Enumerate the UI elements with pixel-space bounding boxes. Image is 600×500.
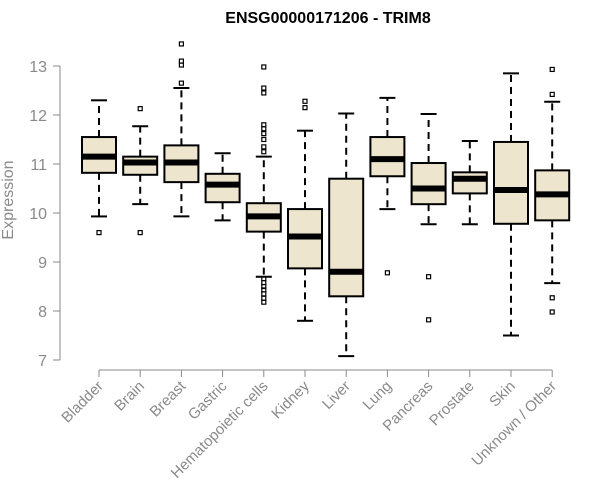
x-tick-label: Liver: [319, 378, 354, 413]
outlier-point: [426, 317, 432, 323]
y-axis: 7 8 9 10 11 12 13: [29, 59, 61, 370]
box: [410, 162, 447, 206]
outlier-point: [302, 105, 308, 111]
box: [451, 171, 488, 195]
box: [122, 155, 159, 176]
outlier-point: [261, 85, 267, 91]
outlier-point: [261, 276, 267, 282]
outlier-point: [261, 64, 267, 70]
y-axis-label: Expression: [0, 160, 17, 239]
y-tick-label: 11: [30, 157, 47, 174]
box: [204, 172, 241, 204]
x-tick-label: Lung: [360, 378, 396, 414]
outlier-point: [137, 106, 143, 112]
outlier-point: [549, 66, 555, 73]
y-tick-label: 7: [38, 353, 47, 370]
box-group: [534, 66, 571, 315]
box-group: [369, 96, 406, 276]
y-tick-label: 13: [29, 59, 47, 76]
outlier-point: [384, 270, 390, 276]
outlier-point: [261, 136, 267, 143]
outlier-point: [261, 90, 267, 96]
outlier-point: [178, 58, 184, 64]
box-group: [493, 72, 529, 337]
outlier-point: [549, 295, 555, 301]
box: [328, 177, 365, 298]
y-tick-label: 10: [29, 206, 47, 223]
box-group: [451, 139, 488, 226]
outlier-point: [261, 144, 267, 150]
x-tick-label: Kidney: [268, 377, 313, 422]
outlier-point: [426, 274, 432, 280]
outlier-point: [549, 309, 555, 315]
box-group: [81, 99, 117, 236]
box-group: [245, 64, 282, 305]
outlier-point: [261, 149, 267, 155]
x-tick-label: Brain: [111, 378, 148, 415]
outlier-point: [178, 41, 184, 47]
box-group: [122, 106, 159, 236]
x-tick-label: Breast: [147, 377, 190, 420]
y-tick-label: 8: [38, 304, 47, 321]
x-tick-label: Prostate: [426, 378, 478, 430]
y-tick-label: 9: [38, 255, 47, 272]
outlier-point: [302, 98, 308, 104]
outlier-point: [178, 80, 184, 86]
box: [493, 140, 529, 225]
box-group: [163, 41, 200, 218]
boxes: [81, 41, 571, 358]
outlier-point: [96, 230, 102, 236]
y-tick-label: 12: [29, 108, 47, 125]
outlier-point: [261, 131, 267, 137]
box-group: [287, 98, 323, 322]
x-tick-label: Skin: [486, 378, 519, 411]
outlier-point: [137, 230, 143, 236]
outlier-point: [549, 91, 555, 98]
outlier-point: [261, 122, 267, 128]
x-tick-label: Bladder: [58, 378, 107, 427]
box-group: [204, 152, 241, 222]
chart-title: ENSG00000171206 - TRIM8: [225, 10, 431, 27]
box-group: [410, 113, 447, 323]
box-group: [328, 112, 365, 358]
